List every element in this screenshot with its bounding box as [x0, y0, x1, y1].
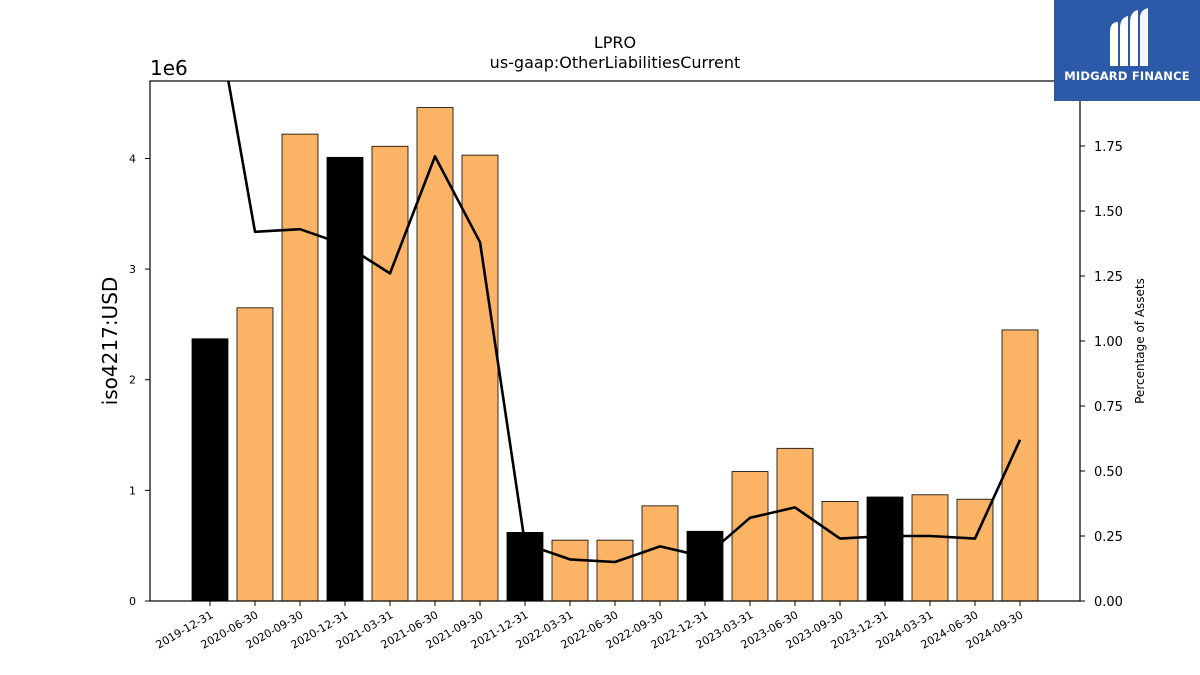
chart-subtitle: us-gaap:OtherLiabilitiesCurrent	[490, 53, 741, 72]
y-tick-label: 3	[129, 263, 136, 276]
bar-2022-12-31	[686, 530, 724, 602]
bar-2023-03-31	[731, 471, 769, 602]
bar-2020-12-31	[326, 156, 364, 602]
midgard-finance-logo: MIDGARD FINANCE	[1054, 0, 1200, 101]
pct-line-group	[227, 81, 1022, 564]
bar-2023-12-31	[866, 496, 904, 602]
y-tick-label: 1	[129, 484, 136, 497]
y-ticks-group: 0 1 2 3 4	[129, 152, 150, 608]
y-tick-label: 0	[129, 595, 136, 608]
bar-2021-03-31	[371, 145, 409, 602]
y-axis-label: iso4217:USD	[98, 277, 122, 406]
y2-tick-label: 1.00	[1094, 335, 1123, 350]
bar-2020-06-30	[236, 307, 274, 602]
y2-tick-label: 1.75	[1094, 140, 1123, 155]
bar-2019-12-31	[191, 338, 229, 602]
y2-tick-label: 0.25	[1094, 530, 1123, 545]
bar-2024-06-30	[956, 498, 994, 602]
bar-2021-09-30	[461, 154, 499, 602]
chart-title: LPRO	[594, 33, 636, 52]
y2-tick-label: 0.00	[1094, 595, 1123, 610]
pct-of-assets-line	[227, 81, 1022, 564]
y2-tick-label: 1.25	[1094, 270, 1123, 285]
bar-2023-09-30	[821, 501, 859, 602]
y-axis-offset-text: 1e6	[150, 56, 188, 80]
y-tick-label: 2	[129, 374, 136, 387]
logo-mark-icon	[1110, 8, 1148, 66]
y-tick-label: 4	[129, 152, 136, 165]
bar-2022-06-30	[596, 539, 634, 602]
y2-axis-label: Percentage of Assets	[1133, 278, 1147, 404]
y2-tick-label: 0.50	[1094, 465, 1123, 480]
bar-2020-09-30	[281, 133, 319, 602]
x-ticks-group: 2019-12-312020-06-302020-09-302020-12-31…	[154, 601, 1026, 652]
bar-2024-03-31	[911, 494, 949, 602]
y2-tick-label: 0.75	[1094, 400, 1123, 415]
y2-ticks-group: 0.00 0.25 0.50 0.75 1.00 1.25 1.50 1.75	[1080, 140, 1123, 610]
bars-group	[191, 107, 1039, 602]
y2-tick-label: 1.50	[1094, 205, 1123, 220]
bar-2022-09-30	[641, 505, 679, 602]
bar-2022-03-31	[551, 539, 589, 602]
bar-2023-06-30	[776, 447, 814, 602]
logo-text: MIDGARD FINANCE	[1064, 69, 1190, 83]
